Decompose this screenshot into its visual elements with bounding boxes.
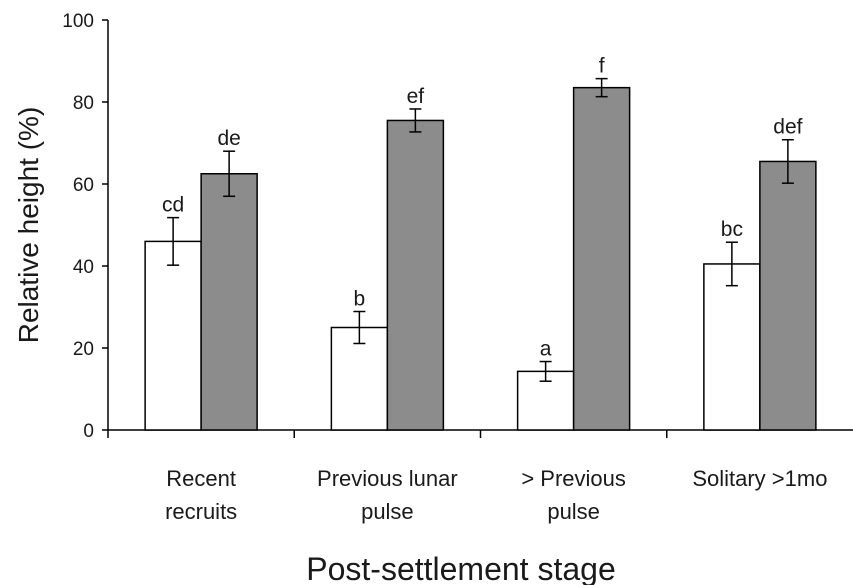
bar xyxy=(572,86,631,431)
x-tick-label: Previous lunar xyxy=(317,466,458,491)
significance-label: f xyxy=(599,55,605,78)
significance-label: def xyxy=(773,116,802,139)
bar xyxy=(200,173,258,431)
y-tick-label: 0 xyxy=(83,421,94,442)
x-tick-label: Solitary >1mo xyxy=(692,466,827,491)
y-axis-title: Relative height (%) xyxy=(13,107,44,344)
significance-label: a xyxy=(540,338,552,361)
x-tick-label: Recent xyxy=(166,466,236,491)
y-tick-label: 80 xyxy=(73,93,94,114)
significance-label: cd xyxy=(162,194,184,217)
significance-label: bc xyxy=(721,218,743,241)
y-tick-label: 60 xyxy=(73,175,94,196)
x-axis-title: Post-settlement stage xyxy=(306,551,615,585)
y-tick-label: 20 xyxy=(73,339,94,360)
x-tick-label: pulse xyxy=(547,499,600,524)
y-tick-label: 100 xyxy=(62,11,94,32)
significance-label: b xyxy=(354,288,366,311)
significance-label: de xyxy=(217,127,240,150)
bar xyxy=(386,119,445,431)
x-tick-label: > Previous xyxy=(521,466,626,491)
x-tick-label: pulse xyxy=(361,499,414,524)
plot-area: 0 20 40 60 80 100 cd de Recent recruits b ef Previou… xyxy=(62,11,853,524)
y-tick-label: 40 xyxy=(73,257,94,278)
bar xyxy=(759,160,817,431)
x-tick-label: recruits xyxy=(165,499,237,524)
bar xyxy=(144,240,202,431)
significance-label: ef xyxy=(407,85,425,108)
bar xyxy=(703,263,761,431)
